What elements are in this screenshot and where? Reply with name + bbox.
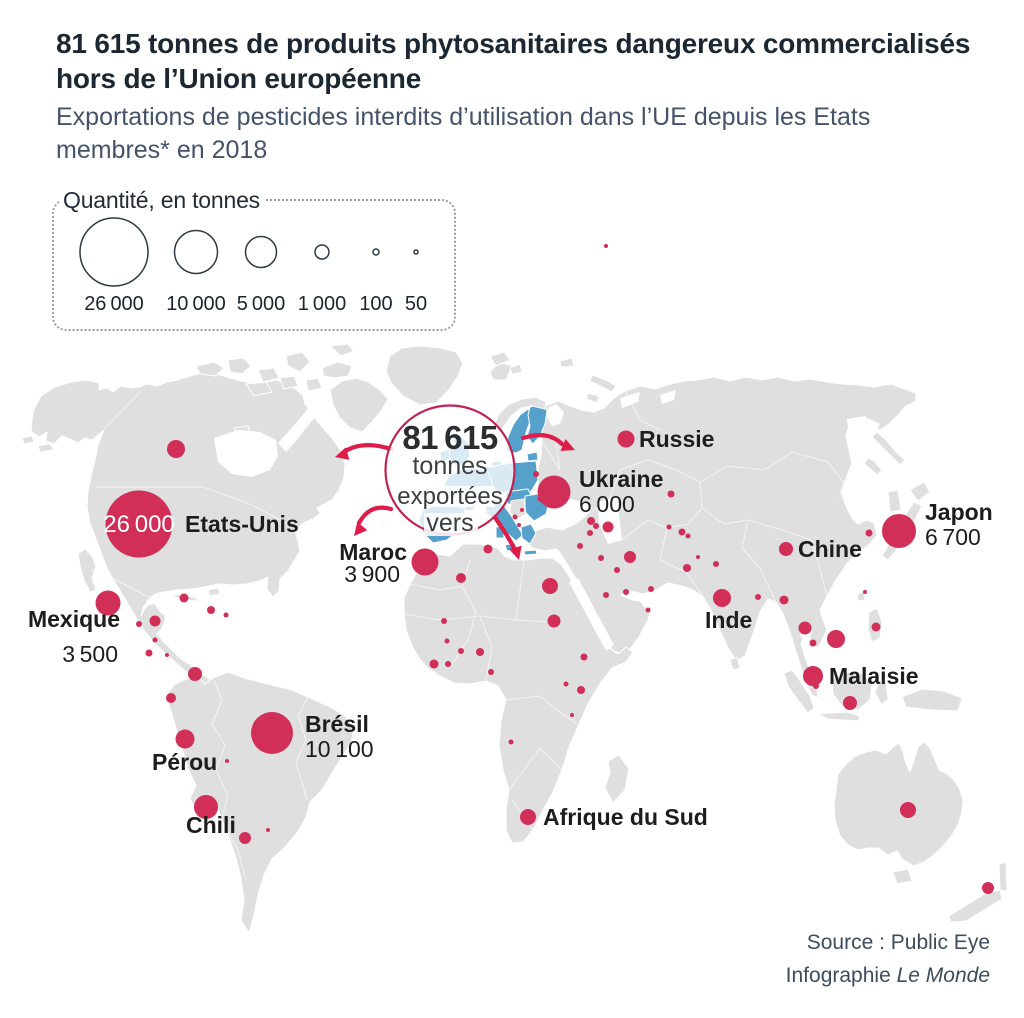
svg-text:Ukraine: Ukraine [579, 466, 663, 492]
svg-text:3 900: 3 900 [344, 561, 400, 587]
svg-text:Inde: Inde [705, 607, 752, 633]
svg-text:Malaisie: Malaisie [829, 663, 919, 689]
svg-text:3 500: 3 500 [62, 641, 118, 667]
svg-text:Pérou: Pérou [152, 749, 217, 775]
svg-text:tonnes: tonnes [412, 452, 487, 480]
svg-text:Afrique du Sud: Afrique du Sud [543, 804, 708, 830]
svg-text:vers: vers [426, 509, 473, 537]
svg-text:exportées: exportées [397, 483, 502, 510]
svg-text:Russie: Russie [639, 426, 714, 452]
svg-text:81 615: 81 615 [402, 419, 498, 456]
svg-text:10 100: 10 100 [305, 736, 374, 762]
svg-text:Chili: Chili [186, 812, 236, 838]
svg-text:Etats-Unis: Etats-Unis [185, 511, 299, 537]
svg-text:26 000: 26 000 [103, 511, 175, 538]
svg-text:6 000: 6 000 [579, 491, 635, 517]
svg-text:Brésil: Brésil [305, 711, 369, 737]
svg-text:6 700: 6 700 [925, 524, 981, 550]
svg-text:Mexique: Mexique [28, 606, 120, 632]
svg-text:Chine: Chine [798, 536, 862, 562]
svg-text:Japon: Japon [925, 499, 993, 525]
svg-text:Maroc: Maroc [339, 539, 407, 565]
